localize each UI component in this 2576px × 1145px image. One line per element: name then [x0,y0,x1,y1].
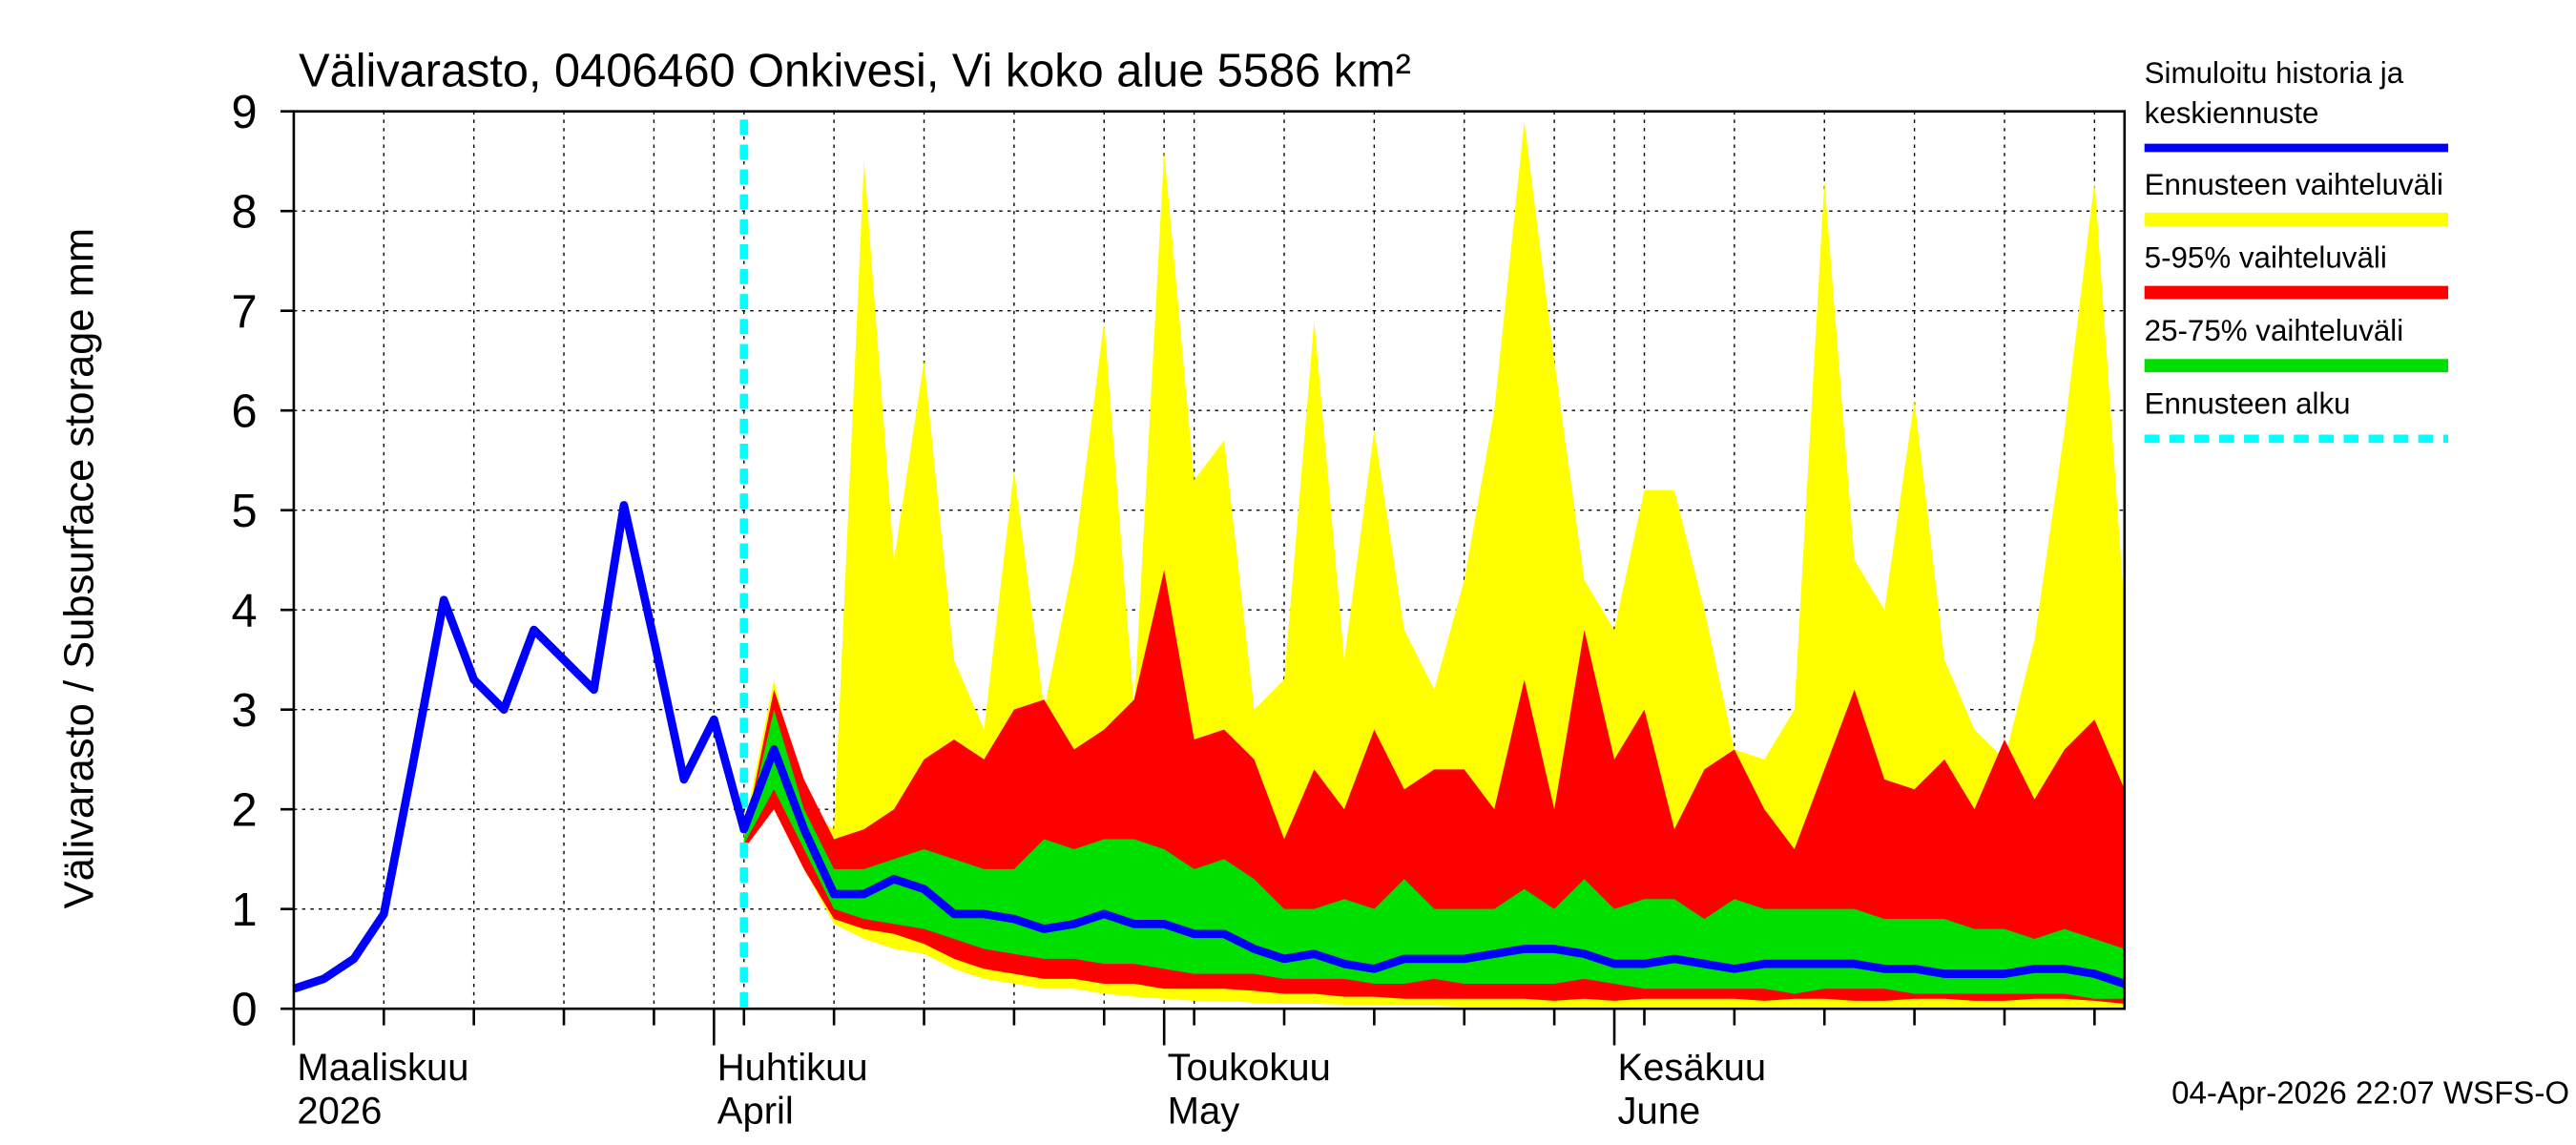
chart-title: Välivarasto, 0406460 Onkivesi, Vi koko a… [299,46,1411,97]
y-tick-label: 5 [232,486,258,537]
footer: 04-Apr-2026 22:07 WSFS-O [2171,1075,2569,1111]
y-axis-label: Välivarasto / Subsurface storage mm [56,228,102,909]
legend-label: 5-95% vaihteluväli [2145,240,2387,274]
x-tick-label: June [1618,1090,1701,1132]
series-line [292,501,2127,993]
y-tick-label: 1 [232,885,258,936]
x-tick-label: 2026 [297,1090,382,1132]
plot-frame [292,110,2127,1010]
x-tick-label: April [717,1090,794,1132]
legend-label: keskiennuste [2145,96,2319,130]
x-tick-label: May [1168,1090,1240,1132]
band [743,709,2125,999]
x-tick-label: Kesäkuu [1618,1047,1767,1089]
y-tick-label: 6 [232,386,258,438]
legend-label: Simuloitu historia ja [2145,56,2404,90]
y-tick-label: 7 [232,286,258,338]
y-tick-label: 2 [232,785,258,837]
y-tick-label: 9 [232,87,258,138]
legend-label: Ennusteen alku [2145,387,2351,421]
legend-label: Ennusteen vaihteluväli [2145,168,2443,201]
y-tick-label: 0 [232,985,258,1036]
legend-label: 25-75% vaihteluväli [2145,314,2404,347]
y-tick-label: 4 [232,586,258,637]
y-tick-label: 3 [232,685,258,737]
y-tick-label: 8 [232,187,258,239]
x-tick-label: Huhtikuu [717,1047,868,1089]
x-tick-label: Maaliskuu [297,1047,468,1089]
x-tick-label: Toukokuu [1168,1047,1331,1089]
